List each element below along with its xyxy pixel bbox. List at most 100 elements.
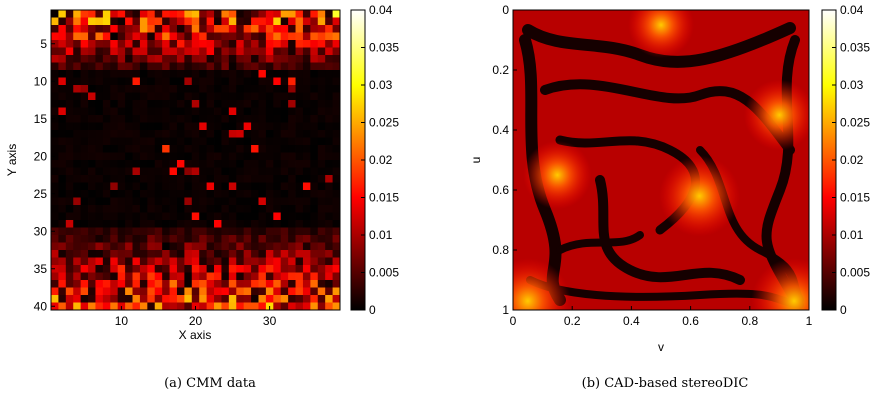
heatmap-cell: [221, 302, 230, 311]
heatmap-cell: [228, 167, 237, 176]
heatmap-cell: [102, 250, 111, 258]
heatmap-cell: [251, 17, 259, 26]
heatmap-cell: [243, 235, 252, 243]
heatmap-cell: [302, 205, 311, 213]
heatmap-cell: [139, 160, 148, 168]
heatmap-cell: [206, 182, 215, 191]
heatmap-cell: [206, 115, 215, 123]
heatmap-cell: [169, 235, 178, 243]
heatmap-cell: [236, 235, 245, 243]
heatmap-cell: [80, 137, 89, 146]
heatmap-cell: [117, 175, 126, 183]
heatmap-cell: [258, 130, 267, 138]
heatmap-cell: [73, 152, 82, 161]
heatmap-cell: [110, 92, 119, 101]
heatmap-cell: [117, 190, 126, 198]
heatmap-cell: [317, 25, 326, 33]
heatmap-cell: [243, 167, 252, 176]
heatmap-cell: [125, 280, 133, 288]
heatmap-cell: [191, 220, 200, 228]
heatmap-cell: [80, 242, 89, 251]
heatmap-cell: [228, 130, 237, 138]
heatmap-cell: [273, 145, 282, 153]
heatmap-cell: [132, 92, 141, 101]
heatmap-cell: [73, 265, 82, 273]
heatmap-cell: [132, 62, 141, 71]
x-tick-label: 1: [806, 314, 813, 328]
heatmap-cell: [58, 100, 67, 108]
heatmap-cell: [95, 92, 104, 101]
heatmap-cell: [176, 152, 185, 161]
heatmap-cell: [125, 160, 133, 168]
heatmap-cell: [65, 77, 74, 86]
heatmap-cell: [154, 182, 163, 191]
heatmap-cell: [206, 70, 215, 78]
heatmap-cell: [325, 235, 333, 243]
heatmap-cell: [139, 197, 148, 206]
heatmap-cell: [199, 47, 208, 56]
heatmap-cell: [110, 205, 119, 213]
heatmap-cell: [139, 295, 148, 303]
heatmap-cell: [325, 265, 333, 273]
heatmap-cell: [117, 197, 126, 206]
heatmap-cell: [88, 122, 96, 131]
heatmap-cell: [332, 47, 341, 56]
heatmap-cell: [236, 212, 245, 221]
heatmap-cell: [273, 32, 282, 41]
heatmap-cell: [265, 152, 274, 161]
heatmap-cell: [73, 115, 82, 123]
colorbar-tick-label: 0.025: [369, 116, 399, 130]
heatmap-cell: [221, 265, 230, 273]
heatmap-cell: [117, 235, 126, 243]
heatmap-cell: [169, 272, 178, 281]
heatmap-cell: [206, 302, 215, 311]
heatmap-cell: [243, 190, 252, 198]
heatmap-cell: [228, 92, 237, 101]
heatmap-cell: [73, 32, 82, 41]
heatmap-cell: [110, 10, 119, 18]
heatmap-cell: [302, 130, 311, 138]
heatmap-cell: [162, 115, 170, 123]
heatmap-cell: [280, 257, 289, 266]
heatmap-cell: [88, 167, 96, 176]
heatmap-cell: [236, 242, 245, 251]
heatmap-cell: [236, 295, 245, 303]
heatmap-cell: [147, 25, 156, 33]
heatmap-cell: [184, 242, 193, 251]
heatmap-cell: [302, 100, 311, 108]
heatmap-cell: [206, 242, 215, 251]
heatmap-cell: [280, 272, 289, 281]
heatmap-cell: [80, 272, 89, 281]
heatmap-cell: [243, 220, 252, 228]
heatmap-cell: [191, 280, 200, 288]
heatmap-cell: [139, 137, 148, 146]
heatmap-cell: [251, 160, 259, 168]
heatmap-cell: [88, 280, 96, 288]
heatmap-cell: [325, 272, 333, 281]
heatmap-cell: [280, 250, 289, 258]
heatmap-cell: [139, 55, 148, 63]
heatmap-cell: [310, 257, 319, 266]
heatmap-cell: [147, 92, 156, 101]
heatmap-cell: [258, 250, 267, 258]
heatmap-cell: [206, 77, 215, 86]
x-tick-label: 0.2: [564, 314, 581, 328]
heatmap-cell: [295, 145, 304, 153]
heatmap-cell: [80, 10, 89, 18]
heatmap-cell: [265, 220, 274, 228]
heatmap-cell: [139, 280, 148, 288]
heatmap-cell: [317, 62, 326, 71]
heatmap-cell: [132, 235, 141, 243]
heatmap-cell: [80, 17, 89, 26]
heatmap-cell: [265, 197, 274, 206]
heatmap-cell: [88, 115, 96, 123]
heatmap-cell: [228, 272, 237, 281]
heatmap-cell: [154, 302, 163, 311]
heatmap-cell: [199, 115, 208, 123]
heatmap-cell: [206, 295, 215, 303]
x-tick-label: 0.8: [741, 314, 758, 328]
heatmap-cell: [147, 190, 156, 198]
heatmap-cell: [243, 77, 252, 86]
heatmap-cell: [73, 197, 82, 206]
heatmap-cell: [95, 212, 104, 221]
